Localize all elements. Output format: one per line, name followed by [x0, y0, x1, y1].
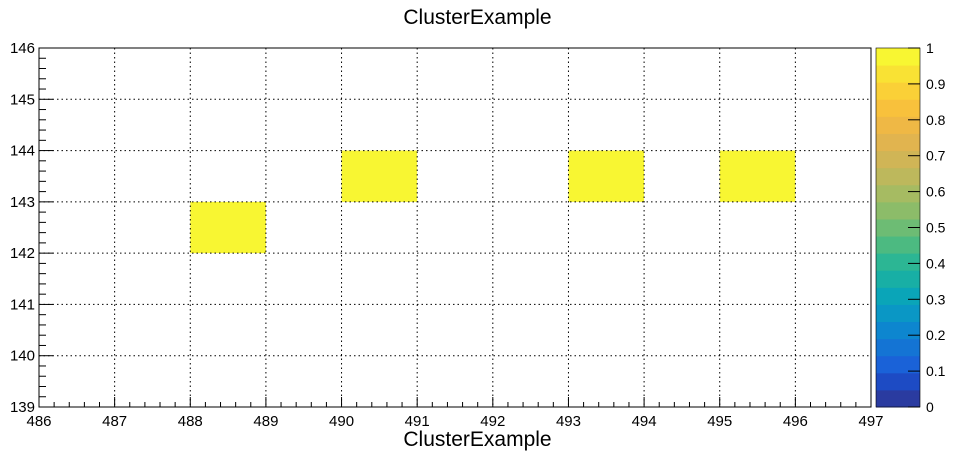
colorbar-tick-label: 0.9 — [926, 76, 946, 92]
heatmap-cell — [190, 201, 266, 254]
plot-area — [39, 48, 871, 407]
colorbar-tick-label: 0.7 — [926, 148, 946, 164]
colorbar-band — [876, 253, 920, 271]
colorbar-band — [876, 133, 920, 152]
colorbar-tick-label: 0.1 — [926, 363, 946, 379]
colorbar-band — [876, 372, 920, 391]
colorbar-band — [876, 184, 920, 203]
y-tick-label: 145 — [10, 91, 35, 108]
x-tick-label: 494 — [632, 413, 657, 430]
colorbar-band — [876, 338, 920, 357]
heatmap-cell — [719, 150, 796, 202]
x-axis-label: ClusterExample — [403, 428, 552, 451]
x-tick-label: 497 — [858, 413, 883, 430]
colorbar-band — [876, 321, 920, 340]
colorbar-tick-label: 1 — [926, 40, 934, 56]
y-tick-label: 139 — [10, 399, 35, 416]
colorbar-band — [876, 270, 920, 288]
y-tick-label: 140 — [10, 348, 35, 365]
y-tick-label: 144 — [10, 143, 35, 160]
colorbar-tick-label: 0.3 — [926, 291, 946, 307]
colorbar-band — [876, 99, 920, 117]
colorbar-band — [876, 65, 920, 83]
colorbar-band — [876, 116, 920, 134]
x-tick-label: 495 — [707, 413, 732, 430]
colorbar-band — [876, 201, 920, 220]
colorbar-band — [876, 304, 920, 323]
colorbar-tick-label: 0.2 — [926, 327, 946, 343]
colorbar-band — [876, 218, 920, 237]
colorbar-band — [876, 236, 920, 254]
colorbar-band — [876, 355, 920, 374]
colorbar-tick-label: 0.4 — [926, 255, 946, 271]
colorbar-band — [876, 389, 920, 408]
heatmap-cell — [568, 150, 645, 202]
colorbar-band — [876, 167, 920, 186]
x-tick-label: 488 — [178, 413, 203, 430]
heatmap-cell — [341, 150, 418, 202]
colorbar-band — [876, 150, 920, 169]
colorbar-tick-label: 0.5 — [926, 220, 946, 236]
colorbar-band — [876, 48, 920, 66]
plot-frame — [38, 47, 872, 408]
colorbar-tick-label: 0.6 — [926, 184, 946, 200]
x-tick-label: 489 — [253, 413, 278, 430]
x-tick-label: 496 — [783, 413, 808, 430]
y-tick-label: 143 — [10, 194, 35, 211]
colorbar-band — [876, 287, 920, 305]
colorbar-tick-label: 0.8 — [926, 112, 946, 128]
chart-title: ClusterExample — [403, 6, 552, 29]
y-tick-label: 141 — [10, 296, 35, 313]
colorbar-tick-label: 0 — [926, 399, 934, 415]
x-tick-label: 490 — [329, 413, 354, 430]
x-tick-label: 487 — [102, 413, 127, 430]
x-tick-label: 492 — [480, 413, 505, 430]
y-tick-label: 142 — [10, 245, 35, 262]
colorbar-band — [876, 82, 920, 100]
x-tick-label: 486 — [26, 413, 51, 430]
x-tick-label: 493 — [556, 413, 581, 430]
x-tick-label: 491 — [405, 413, 430, 430]
y-tick-label: 146 — [10, 40, 35, 57]
